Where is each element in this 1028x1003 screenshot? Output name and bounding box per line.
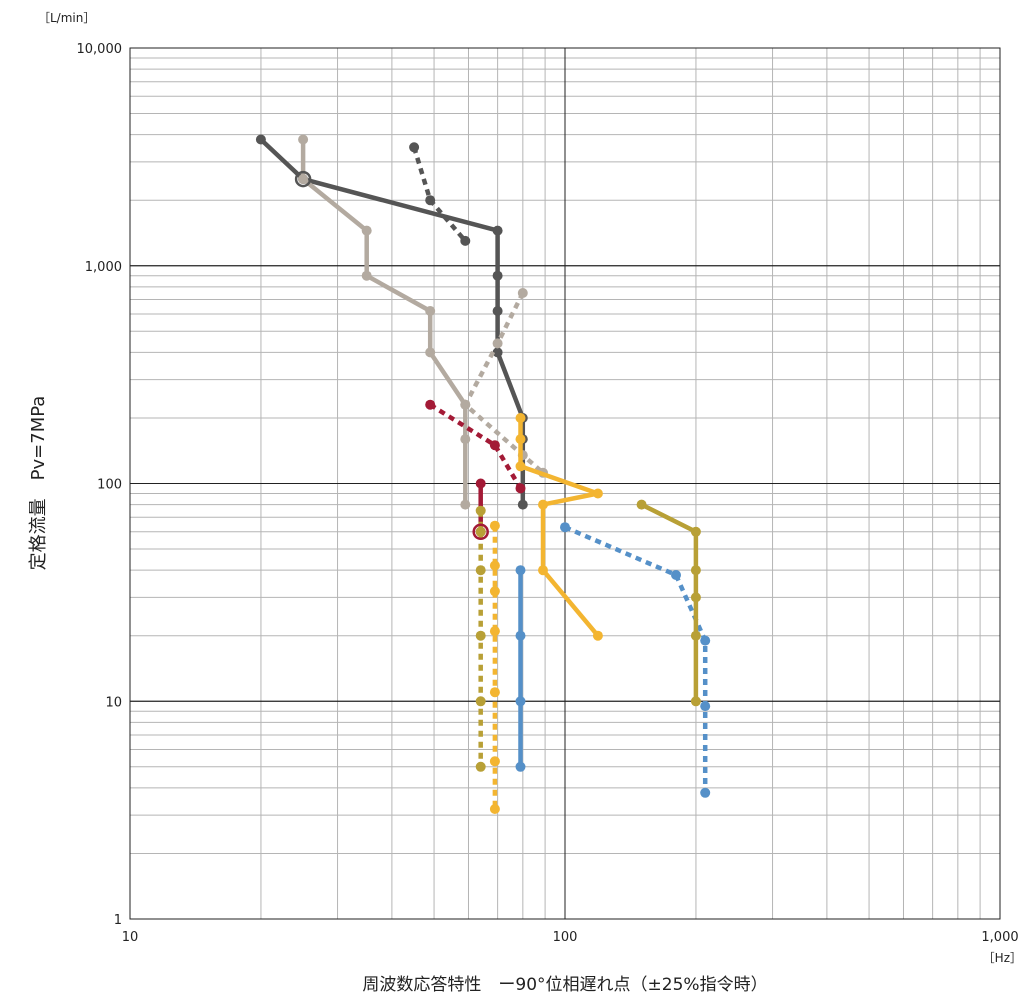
x-axis-title: 周波数応答特性 ー90°位相遅れ点（±25%指令時） <box>362 975 767 995</box>
data-point <box>517 288 528 298</box>
y-unit-label: ［L/min］ <box>38 11 95 25</box>
data-point <box>489 520 500 531</box>
series-line <box>411 146 468 243</box>
data-point <box>475 505 486 516</box>
series-line <box>518 418 601 638</box>
y-axis-title: 定格流量 Pv=7MPa <box>28 396 49 571</box>
y-tick-labels: 1 10 100 1,000 10,000 <box>77 42 123 928</box>
data-point <box>700 635 711 646</box>
series-2 <box>409 142 471 246</box>
x-tick-labels: 10 100 1,000 <box>122 930 1019 945</box>
data-point <box>460 399 471 410</box>
data-point <box>538 565 548 576</box>
data-point <box>475 696 486 707</box>
data-point <box>636 499 647 510</box>
data-point <box>460 434 471 445</box>
data-point <box>425 347 436 358</box>
data-point <box>515 461 526 472</box>
series-line <box>640 502 699 702</box>
highlight-point <box>294 170 312 188</box>
x-tick-label: 100 <box>553 930 578 945</box>
series-7 <box>515 413 603 641</box>
series-11 <box>560 522 711 798</box>
series-3 <box>298 134 471 510</box>
y-tick-label: 1,000 <box>85 260 122 275</box>
data-point <box>690 565 701 576</box>
data-point <box>515 434 526 445</box>
x-tick-label: 10 <box>122 930 139 945</box>
y-tick-label: 10 <box>105 695 122 710</box>
data-point <box>560 522 570 533</box>
series-line <box>429 402 523 490</box>
data-point <box>515 413 526 423</box>
data-point <box>475 565 486 576</box>
data-point <box>492 347 503 358</box>
data-point <box>492 270 503 281</box>
data-point <box>592 630 603 641</box>
x-unit-label: ［Hz］ <box>983 951 1022 965</box>
data-point <box>515 483 526 494</box>
series-10 <box>515 565 526 772</box>
data-point <box>298 174 309 185</box>
data-point <box>489 804 500 814</box>
data-point <box>492 225 503 236</box>
data-point <box>475 478 486 489</box>
series-4 <box>460 288 548 478</box>
series-line <box>300 139 468 505</box>
data-point <box>515 696 526 707</box>
data-point <box>690 592 701 603</box>
data-point <box>489 626 500 637</box>
data-point <box>361 270 372 281</box>
data-point <box>690 630 701 641</box>
data-point <box>492 338 503 349</box>
data-point <box>492 306 503 316</box>
y-tick-label: 100 <box>97 478 122 493</box>
data-point <box>489 756 500 767</box>
plot-frame <box>129 47 1001 920</box>
data-point <box>690 696 701 707</box>
data-point <box>489 560 500 571</box>
y-tick-label: 1 <box>114 913 122 928</box>
data-point <box>460 499 471 510</box>
data-point <box>255 134 266 145</box>
data-point <box>425 306 436 316</box>
series-layer <box>255 134 711 814</box>
data-point <box>515 565 526 576</box>
data-point <box>517 499 528 510</box>
series-line <box>564 525 708 793</box>
data-point <box>475 630 486 641</box>
y-tick-label: 10,000 <box>77 42 123 57</box>
x-tick-label: 1,000 <box>981 930 1018 945</box>
data-point <box>361 225 372 236</box>
data-point <box>592 488 603 499</box>
data-point <box>489 586 500 597</box>
data-point <box>460 235 471 246</box>
series-9 <box>489 520 500 814</box>
data-point <box>690 526 701 537</box>
data-point <box>425 195 436 206</box>
data-point <box>489 440 500 451</box>
data-point <box>425 399 436 410</box>
series-12 <box>636 499 701 707</box>
data-point <box>700 787 711 798</box>
data-point <box>475 761 486 772</box>
series-line <box>463 291 545 475</box>
data-point <box>700 701 711 712</box>
series-5 <box>425 399 526 494</box>
data-point <box>298 134 309 145</box>
data-point <box>671 570 681 580</box>
data-point <box>515 761 526 772</box>
data-point <box>515 630 526 641</box>
series-8 <box>475 505 486 772</box>
data-point <box>475 526 486 537</box>
highlight-point <box>472 523 489 541</box>
data-point <box>489 687 500 698</box>
data-point <box>409 142 420 153</box>
data-point <box>538 499 548 510</box>
